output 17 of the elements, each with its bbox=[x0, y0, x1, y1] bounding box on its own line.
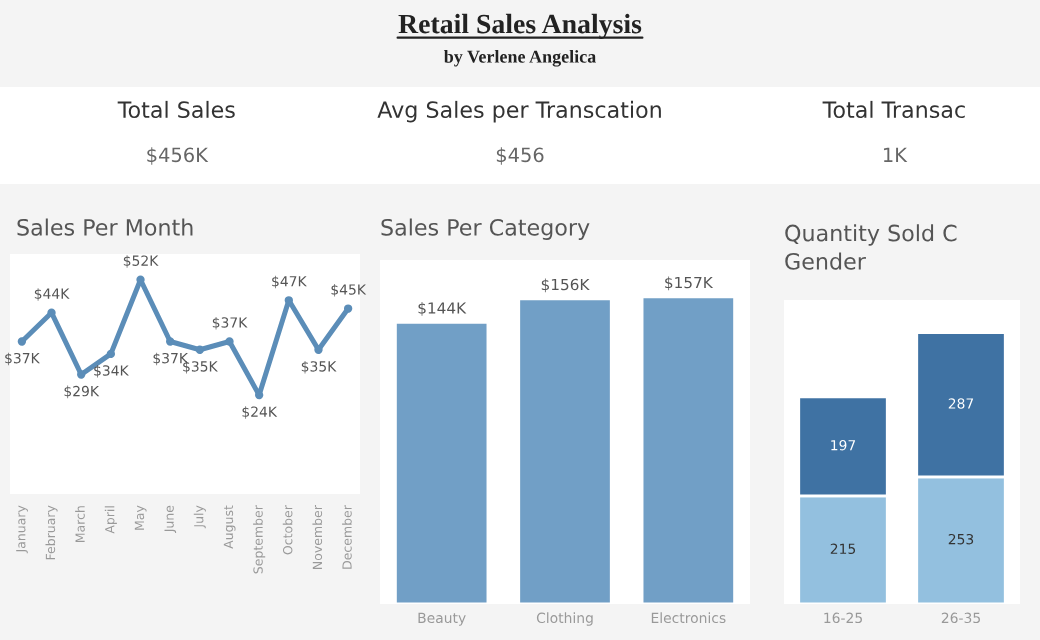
text: Total Sales bbox=[117, 100, 235, 119]
point bbox=[17, 337, 27, 346]
point bbox=[343, 304, 353, 313]
chart-title: Quantity Sold C Gender bbox=[785, 224, 957, 270]
point bbox=[77, 370, 86, 379]
point bbox=[106, 349, 116, 359]
text: Avg Sales per Transcation bbox=[377, 100, 661, 123]
text: by Verlene Angelica bbox=[443, 50, 596, 67]
text: Retail Sales Analysis bbox=[398, 13, 642, 40]
text: $456K bbox=[147, 147, 209, 165]
chart-title: Sales Per Category bbox=[381, 218, 590, 240]
point bbox=[195, 345, 204, 354]
chart-title: Sales Per Month bbox=[17, 218, 193, 236]
text: $456 bbox=[496, 147, 544, 165]
text: 1K bbox=[883, 147, 908, 162]
text: Total Transac bbox=[822, 100, 965, 119]
point bbox=[166, 337, 175, 346]
